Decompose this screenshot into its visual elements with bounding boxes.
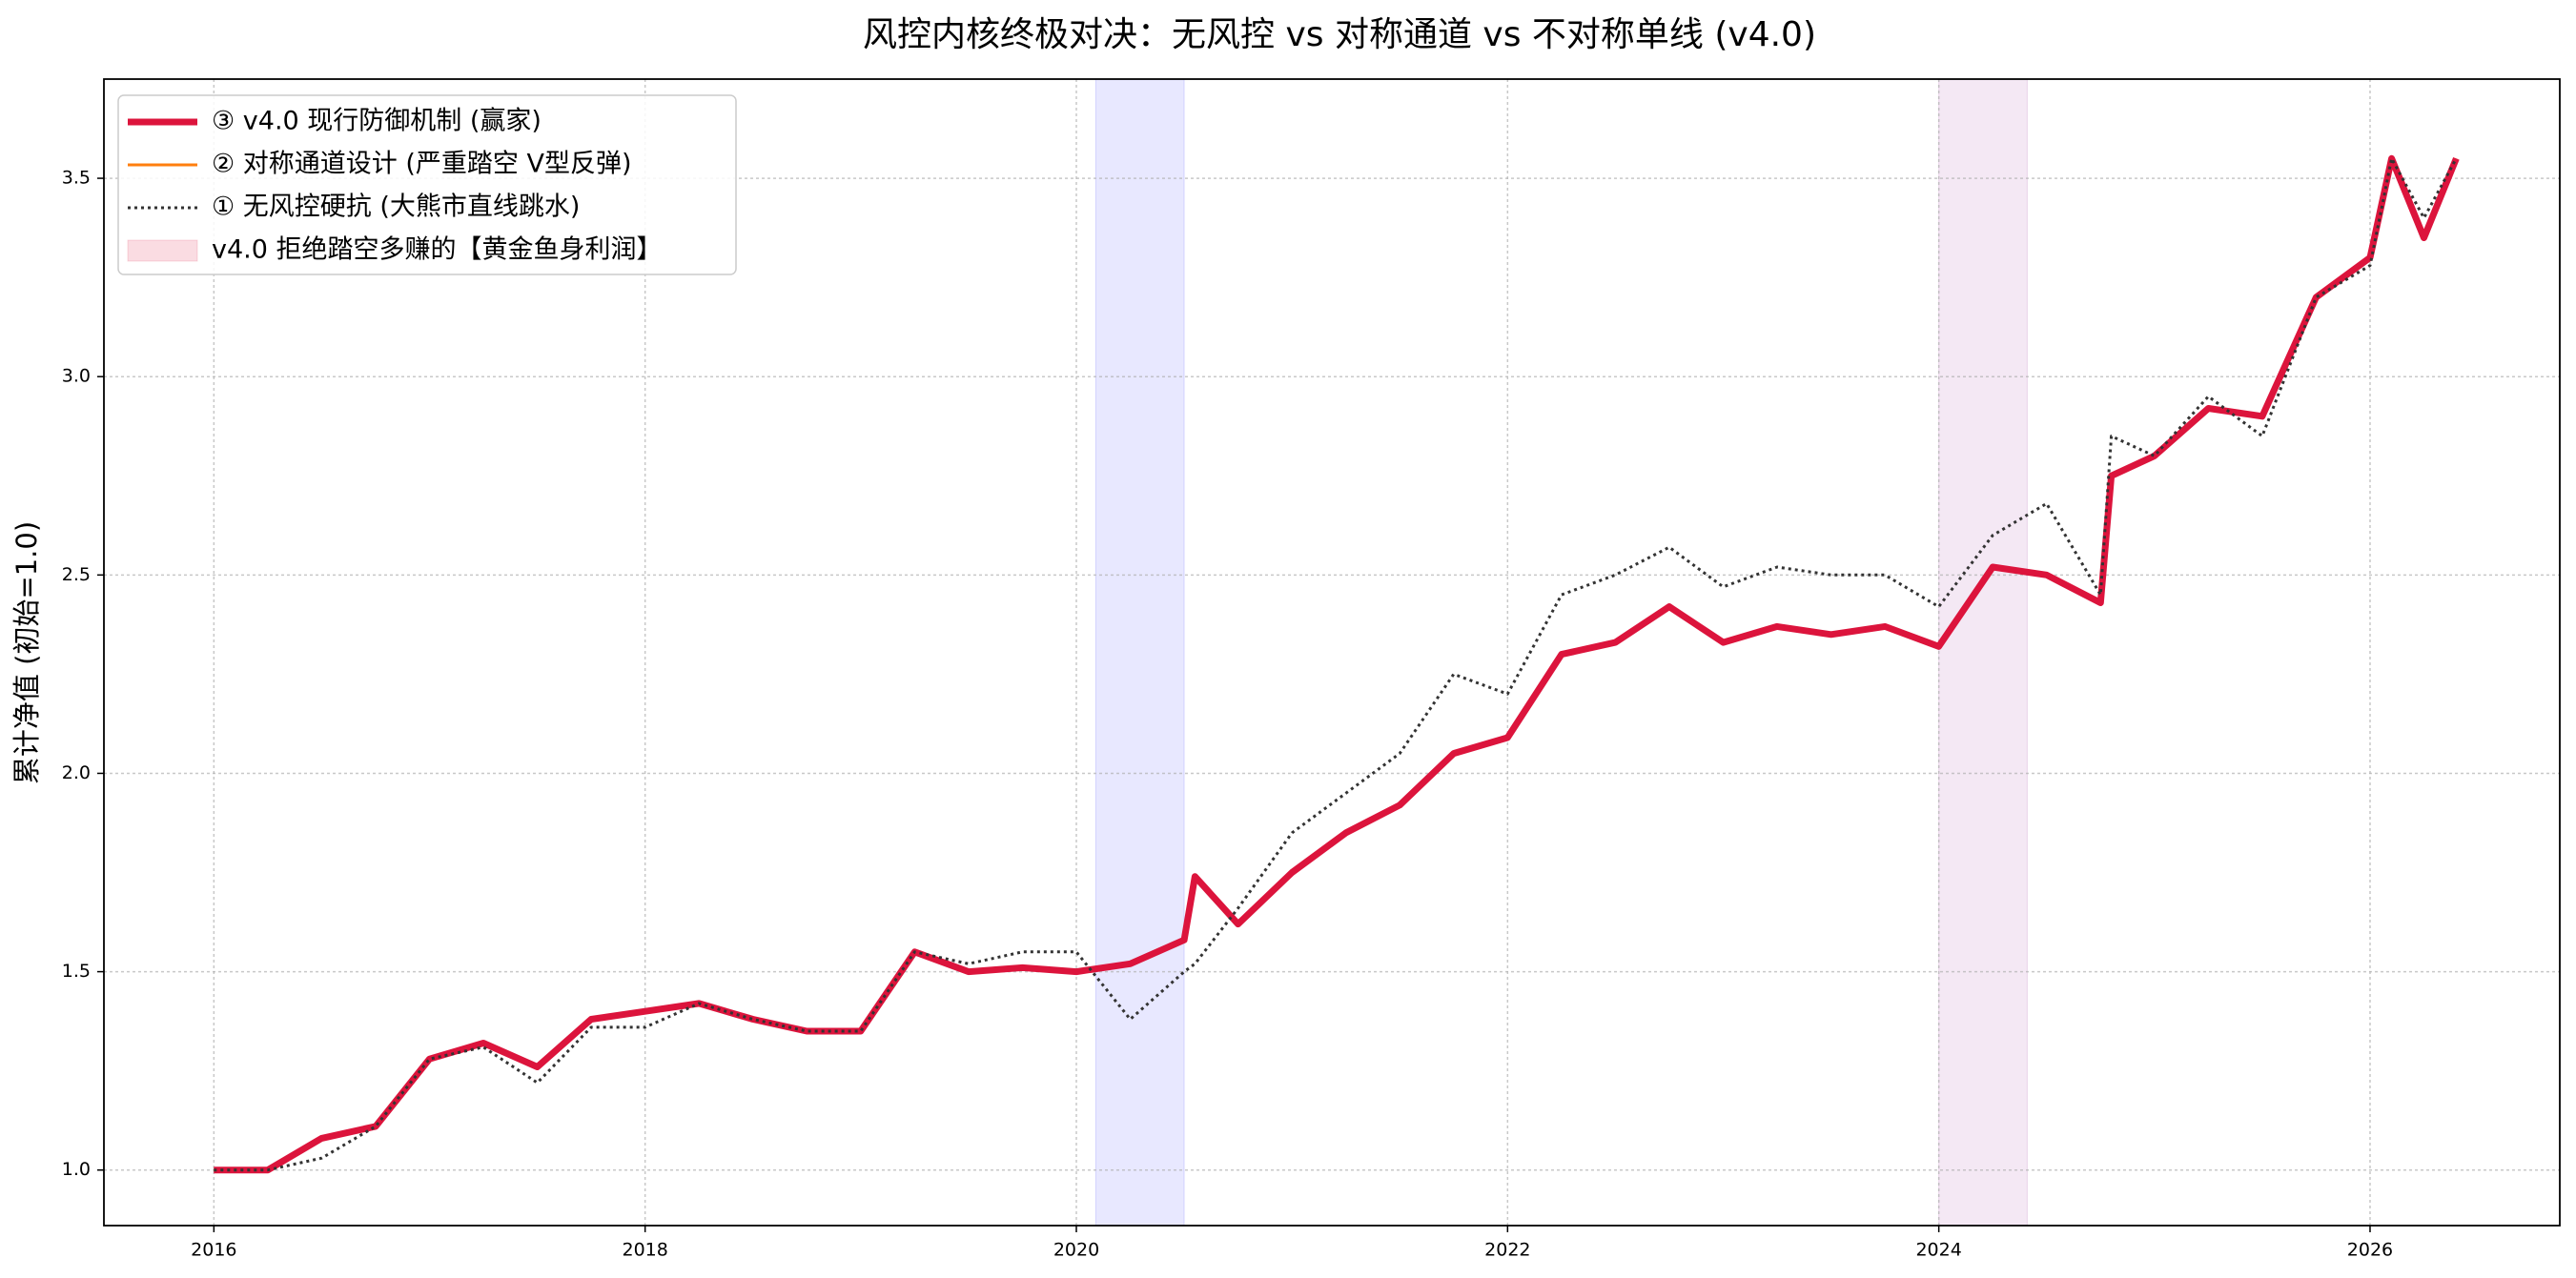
x-tick-label: 2024	[1915, 1240, 1961, 1261]
chart-title: 风控内核终极对决：无风控 vs 对称通道 vs 不对称单线 (v4.0)	[863, 15, 1816, 54]
series-line	[214, 156, 2458, 1172]
legend: ③ v4.0 现行防御机制 (赢家) ② 对称通道设计 (严重踏空 V型反弹) ① …	[117, 94, 737, 275]
y-tick-label: 1.5	[62, 961, 91, 982]
y-tick-label: 1.0	[62, 1159, 91, 1180]
x-tick-label: 2016	[191, 1240, 236, 1261]
legend-label: ① 无风控硬抗 (大熊市直线跳水)	[212, 193, 580, 222]
legend-swatch	[127, 239, 198, 262]
x-tick-label: 2022	[1484, 1240, 1530, 1261]
series-line	[214, 154, 2460, 1174]
series-line	[214, 156, 2458, 1172]
y-tick-label: 2.0	[62, 762, 91, 783]
plot-frame	[103, 78, 2561, 1227]
x-tick-label: 2018	[622, 1240, 667, 1261]
legend-label: v4.0 拒绝踏空多赚的【黄金鱼身利润】	[212, 235, 663, 265]
highlight-span	[1094, 78, 1185, 1227]
x-tick-label: 2020	[1053, 1240, 1099, 1261]
legend-box	[117, 94, 737, 275]
y-tick-label: 3.0	[62, 366, 91, 387]
x-tick-label: 2026	[2347, 1240, 2393, 1261]
y-tick-label: 3.5	[62, 168, 91, 189]
highlight-span	[1938, 78, 2028, 1227]
legend-label: ③ v4.0 现行防御机制 (赢家)	[212, 107, 542, 136]
legend-label: ② 对称通道设计 (严重踏空 V型反弹)	[212, 150, 632, 179]
y-tick-label: 2.5	[62, 564, 91, 585]
y-axis-label: 累计净值 (初始=1.0)	[10, 521, 43, 784]
